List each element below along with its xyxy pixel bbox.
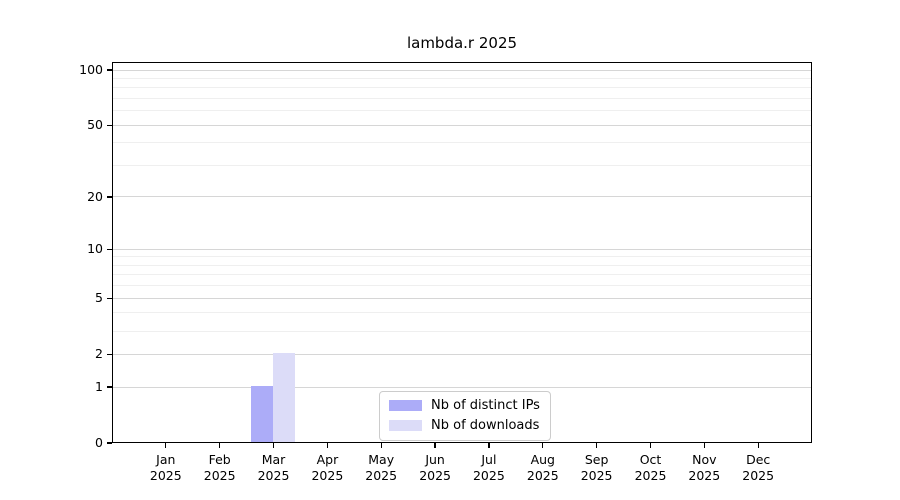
x-tick-mark	[596, 443, 598, 448]
y-tick-mark	[107, 124, 112, 126]
x-tick-label: Feb 2025	[203, 452, 236, 483]
y-tick-label: 100	[79, 62, 103, 77]
legend-label: Nb of downloads	[431, 418, 540, 433]
y-tick-mark	[107, 248, 112, 250]
y-tick-mark	[107, 297, 112, 299]
x-tick-label: Oct 2025	[634, 452, 667, 483]
gridline-minor	[113, 87, 811, 89]
y-tick-label: 20	[87, 188, 103, 204]
legend-swatch	[389, 400, 422, 411]
gridline-minor	[113, 98, 811, 99]
x-tick-label: Jun 2025	[419, 452, 451, 483]
plot-area: Nb of distinct IPs Nb of downloads	[112, 62, 812, 443]
x-tick-label: May 2025	[365, 452, 398, 483]
x-tick-mark	[219, 443, 221, 448]
gridline-major	[113, 297, 811, 299]
legend-row: Nb of distinct IPs	[389, 398, 540, 413]
chart-title: lambda.r 2025	[406, 34, 518, 52]
x-tick-label: Sep 2025	[580, 452, 613, 483]
x-tick-label: Apr 2025	[311, 452, 344, 483]
gridline-major	[113, 196, 811, 198]
x-tick-mark	[703, 443, 705, 448]
y-tick-label: 50	[87, 117, 103, 133]
gridline-major	[113, 69, 811, 71]
gridline-minor	[113, 274, 811, 276]
x-tick-mark	[434, 443, 436, 448]
x-tick-mark	[272, 443, 275, 448]
legend-row: Nb of downloads	[389, 418, 540, 433]
x-tick-label: Jan 2025	[149, 452, 182, 483]
x-tick-mark	[165, 443, 167, 448]
gridline-minor	[113, 165, 811, 166]
gridline-minor	[113, 285, 811, 287]
gridline-minor	[113, 142, 811, 144]
bar-nb-of-downloads-mar	[273, 353, 295, 442]
legend-label: Nb of distinct IPs	[431, 398, 540, 413]
x-tick-mark	[649, 443, 652, 448]
gridline-major	[113, 353, 811, 355]
y-tick-label: 5	[95, 290, 103, 306]
x-tick-label: Nov 2025	[688, 452, 721, 483]
x-tick-mark	[488, 443, 490, 448]
x-tick-label: Mar 2025	[257, 452, 290, 483]
gridline-minor	[113, 256, 811, 258]
gridline-major	[113, 248, 811, 250]
gridline-minor	[113, 110, 811, 112]
y-tick-mark	[107, 353, 112, 355]
x-tick-mark	[380, 443, 382, 448]
x-tick-mark	[757, 443, 759, 448]
x-tick-label: Dec 2025	[742, 452, 775, 483]
y-tick-label: 2	[95, 346, 103, 362]
x-tick-mark	[326, 443, 328, 448]
x-tick-mark	[542, 443, 544, 448]
y-tick-mark	[107, 386, 112, 388]
x-tick-label: Jul 2025	[472, 452, 505, 483]
gridline-minor	[113, 330, 811, 332]
y-tick-mark	[107, 196, 112, 198]
y-tick-mark	[107, 69, 112, 71]
gridline-minor	[113, 264, 811, 266]
legend: Nb of distinct IPs Nb of downloads	[379, 391, 551, 441]
gridline-major	[113, 124, 811, 126]
y-tick-mark	[107, 442, 112, 444]
x-tick-label: Aug 2025	[526, 452, 559, 483]
y-tick-label: 1	[95, 379, 103, 394]
y-tick-label: 10	[87, 241, 103, 257]
gridline-minor	[113, 77, 811, 79]
gridline-major	[113, 386, 811, 388]
y-tick-label: 0	[95, 435, 103, 450]
legend-swatch	[389, 420, 422, 431]
bar-nb-of-distinct-ips-mar	[251, 386, 273, 442]
gridline-minor	[113, 312, 811, 314]
